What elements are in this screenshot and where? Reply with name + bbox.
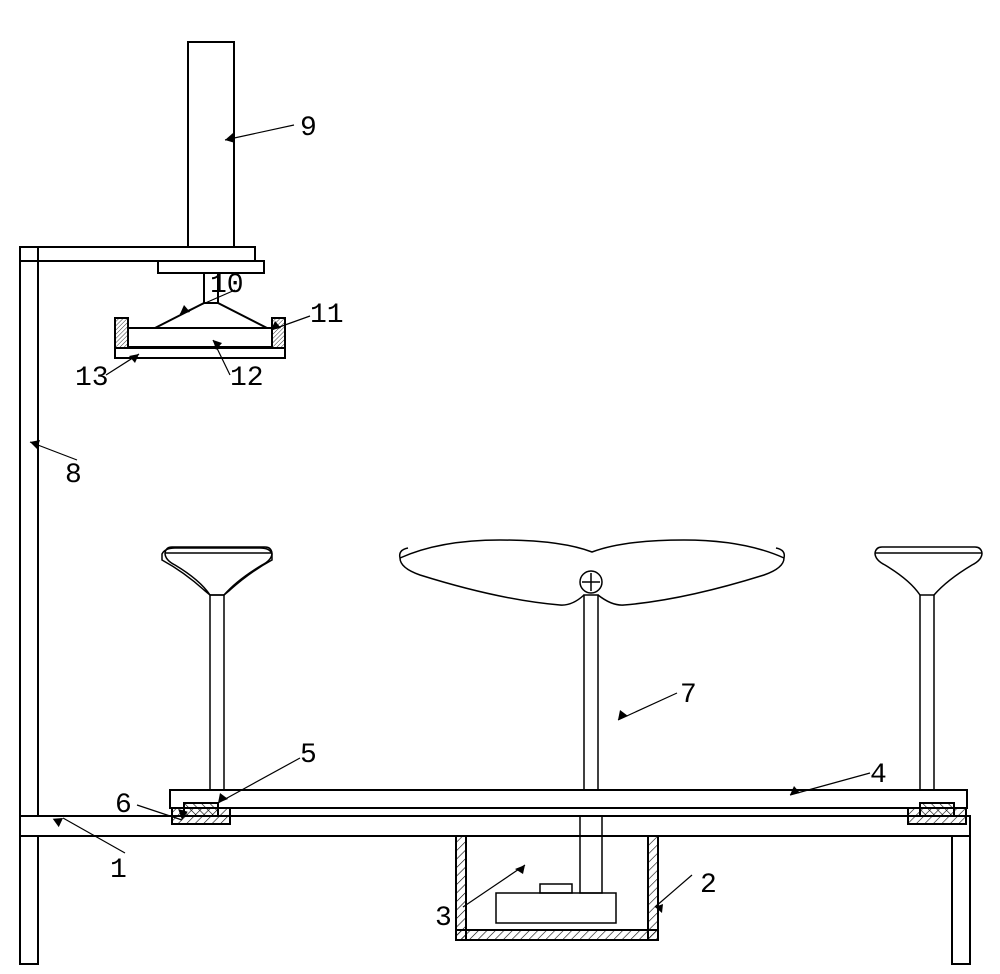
label-5: 5 bbox=[300, 740, 317, 771]
label-1: 1 bbox=[110, 855, 127, 886]
label-13: 13 bbox=[75, 363, 109, 394]
label-9: 9 bbox=[300, 113, 317, 144]
engineering-diagram bbox=[0, 0, 1000, 974]
label-12: 12 bbox=[230, 363, 264, 394]
drawing-lines bbox=[20, 42, 982, 964]
label-2: 2 bbox=[700, 870, 717, 901]
label-10: 10 bbox=[210, 270, 244, 301]
label-7: 7 bbox=[680, 680, 697, 711]
label-3: 3 bbox=[435, 903, 452, 934]
label-11: 11 bbox=[310, 300, 344, 331]
label-8: 8 bbox=[65, 460, 82, 491]
label-6: 6 bbox=[115, 790, 132, 821]
label-4: 4 bbox=[870, 760, 887, 791]
arrowheads bbox=[30, 133, 800, 913]
